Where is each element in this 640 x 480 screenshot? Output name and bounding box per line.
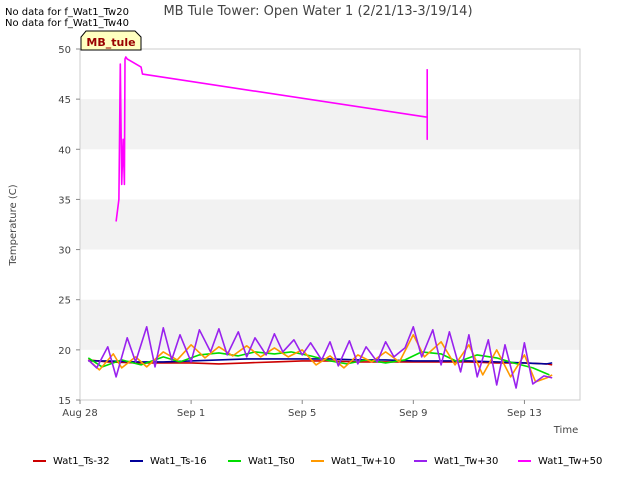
legend-swatch-tw50 xyxy=(518,460,531,462)
grid-bands xyxy=(80,99,580,350)
legend-swatch-ts0 xyxy=(228,460,241,462)
legend-label-ts-32: Wat1_Ts-32 xyxy=(53,455,110,467)
x-tick-label: Sep 1 xyxy=(177,408,205,419)
y-tick-label: 15 xyxy=(58,396,71,407)
y-tick-label: 30 xyxy=(58,246,71,257)
legend-swatch-ts-32 xyxy=(33,460,46,462)
legend-item-tw50: Wat1_Tw+50 xyxy=(518,452,602,470)
x-tick-label: Sep 13 xyxy=(507,408,542,419)
legend-label-tw10: Wat1_Tw+10 xyxy=(331,455,396,467)
legend-item-ts0: Wat1_Ts0 xyxy=(228,452,295,470)
grid-band-1 xyxy=(80,199,580,250)
x-axis-label: Time xyxy=(553,425,578,436)
grid-band-2 xyxy=(80,99,580,150)
y-tick-label: 20 xyxy=(58,346,71,357)
legend-swatch-tw10 xyxy=(311,460,324,462)
legend-label-ts0: Wat1_Ts0 xyxy=(248,455,295,467)
legend-label-tw50: Wat1_Tw+50 xyxy=(538,455,603,467)
site-label-badge xyxy=(80,30,142,51)
site-label-text: MB_tule xyxy=(86,36,135,49)
x-tick-label: Sep 5 xyxy=(288,408,316,419)
legend-label-ts-16: Wat1_Ts-16 xyxy=(150,455,207,467)
plot-frame xyxy=(79,48,581,401)
x-tick-label: Sep 9 xyxy=(399,408,427,419)
chart-title: MB Tule Tower: Open Water 1 (2/21/13-3/1… xyxy=(163,4,472,19)
legend-item-ts-16: Wat1_Ts-16 xyxy=(130,452,207,470)
series-line-wat1-tw-10 xyxy=(87,333,553,383)
y-tick-label: 35 xyxy=(58,195,71,206)
no-data-message-tw40: No data for f_Wat1_Tw40 xyxy=(5,18,129,29)
series-line-wat1-tw-30 xyxy=(87,325,553,389)
y-tick-label: 50 xyxy=(58,45,71,56)
x-tick-label: Aug 28 xyxy=(62,408,97,419)
series-group xyxy=(87,56,553,389)
x-axis-ticks: Aug 28 Sep 1 Sep 5 Sep 9 Sep 13 xyxy=(62,400,542,419)
legend-item-tw30: Wat1_Tw+30 xyxy=(414,452,498,470)
legend-swatch-ts-16 xyxy=(130,460,143,462)
no-data-message-tw20: No data for f_Wat1_Tw20 xyxy=(5,7,129,18)
series-line-wat1-ts-16 xyxy=(88,358,553,365)
y-tick-label: 45 xyxy=(58,95,71,106)
y-axis-ticks: 15 20 25 30 35 40 45 50 xyxy=(58,45,80,407)
legend: Wat1_Ts-32 Wat1_Ts-16 Wat1_Ts0 Wat1_Tw+1… xyxy=(0,452,640,470)
legend-item-ts-32: Wat1_Ts-32 xyxy=(33,452,110,470)
legend-item-tw10: Wat1_Tw+10 xyxy=(311,452,395,470)
y-tick-label: 25 xyxy=(58,296,71,307)
y-axis-label: Temperature (C) xyxy=(8,184,19,266)
legend-swatch-tw30 xyxy=(414,460,427,462)
series-line-wat1-tw-50 xyxy=(115,56,429,222)
legend-label-tw30: Wat1_Tw+30 xyxy=(434,455,499,467)
y-tick-label: 40 xyxy=(58,145,71,156)
